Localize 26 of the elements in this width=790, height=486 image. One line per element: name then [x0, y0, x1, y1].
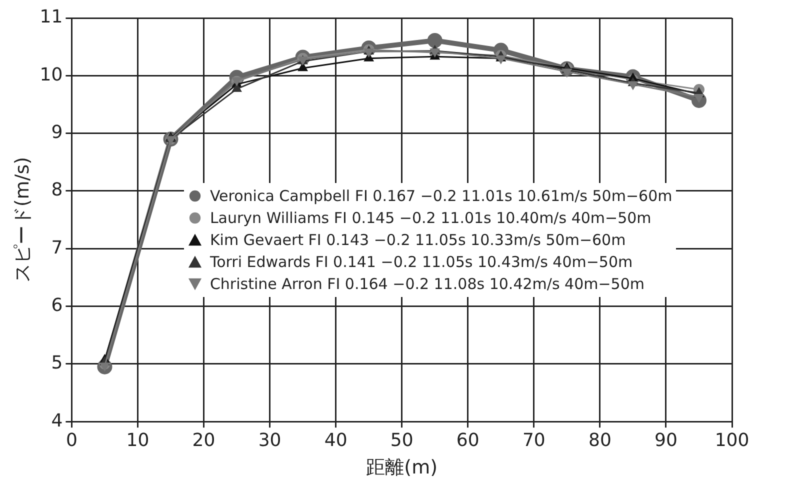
x-axis-title: 距離(m) [366, 456, 438, 479]
x-tick-label: 40 [324, 430, 348, 452]
x-tick-label: 30 [258, 430, 282, 452]
x-tick-label: 80 [588, 430, 612, 452]
y-tick-label: 11 [40, 6, 63, 28]
x-tick-label: 70 [522, 430, 546, 452]
x-tick-label: 50 [390, 430, 414, 452]
x-tick-label: 0 [66, 430, 78, 452]
y-tick-label: 8 [51, 180, 63, 201]
x-tick-label: 60 [456, 430, 480, 452]
legend-label: Kim Gevaert FI 0.143 −0.2 11.05s 10.33m/s 50m−60m [210, 230, 626, 251]
y-tick-label: 5 [51, 352, 63, 374]
legend-label: Lauryn Williams FI 0.145 −0.2 11.01s 10.40m/s 40m−50m [210, 208, 652, 229]
y-tick-label: 4 [51, 410, 63, 432]
y-tick-label: 9 [51, 122, 63, 143]
x-tick-label: 100 [714, 430, 750, 452]
x-tick-label: 10 [126, 430, 150, 452]
y-tick-label: 10 [40, 64, 63, 86]
x-tick-label: 90 [654, 430, 678, 452]
y-tick-label: 7 [51, 237, 63, 258]
legend-label: Torri Edwards FI 0.141 −0.2 11.05s 10.43m/s 40m−50m [210, 252, 633, 273]
legend-label: Veronica Campbell FI 0.167 −0.2 11.01s 10.61m/s 50m−60m [210, 186, 672, 207]
legend-label: Christine Arron FI 0.164 −0.2 11.08s 10.42m/s 40m−50m [210, 274, 644, 295]
x-tick-label: 20 [192, 430, 216, 452]
y-axis-title: スピード(m/s) [11, 156, 34, 283]
y-tick-label: 6 [51, 294, 63, 316]
